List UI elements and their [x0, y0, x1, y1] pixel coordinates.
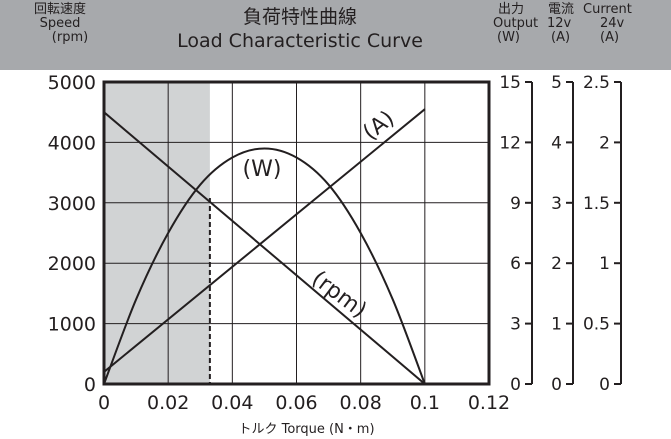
secondary-tick-label: 12 [499, 133, 521, 153]
v12-label: 12v [547, 16, 572, 31]
y-tick-label: 3000 [48, 193, 96, 215]
x-axis-label: トルク Torque (N・m) [238, 422, 374, 437]
output-unit-label: (W) [497, 30, 520, 45]
secondary-tick-label: 1 [599, 254, 610, 274]
v24-unit-label: (A) [600, 30, 620, 45]
y-tick-label: 4000 [48, 132, 96, 154]
secondary-tick-label: 0 [599, 375, 610, 395]
speed-unit-label: (rpm) [51, 30, 89, 45]
series-line-1 [103, 108, 426, 373]
chart-header-band: 回転速度 Speed (rpm) 負荷特性曲線 Load Characteris… [0, 0, 671, 70]
speed-en-label: Speed [39, 16, 81, 31]
secondary-tick-label: 5 [551, 73, 562, 93]
secondary-tick-label: 15 [499, 73, 521, 93]
x-tick-label: 0.02 [147, 392, 189, 414]
secondary-tick-label: 2 [551, 254, 562, 274]
x-tick-label: 0.12 [468, 392, 510, 414]
secondary-tick-label: 0.5 [583, 315, 610, 335]
secondary-tick-label: 1 [551, 315, 562, 335]
current-en-label: Current [583, 2, 632, 17]
title-jp: 負荷特性曲線 [242, 6, 357, 28]
series-label-output: (W) [243, 157, 282, 182]
plot-frame [102, 80, 491, 386]
x-tick-label: 0.04 [211, 392, 253, 414]
secondary-tick-label: 3 [510, 315, 521, 335]
series-line-2 [103, 147, 426, 385]
secondary-tick-label: 1.5 [583, 194, 610, 214]
secondary-tick-label: 0 [510, 375, 521, 395]
series-line-0 [103, 111, 426, 385]
secondary-tick-label: 2 [599, 133, 610, 153]
current-jp-label: 電流 [548, 2, 575, 17]
secondary-tick-label: 3 [551, 194, 562, 214]
v24-label: 24v [600, 16, 625, 31]
output-jp-label: 出力 [498, 2, 525, 17]
x-tick-label: 0.1 [410, 392, 440, 414]
x-tick-label: 0 [98, 392, 110, 414]
secondary-tick-label: 0 [551, 375, 562, 395]
speed-jp-label: 回転速度 [33, 2, 86, 17]
y-tick-label: 1000 [48, 314, 96, 336]
x-tick-label: 0.08 [340, 392, 382, 414]
title-en: Load Characteristic Curve [177, 30, 423, 52]
secondary-tick-label: 4 [551, 133, 562, 153]
output-en-label: Output [493, 16, 539, 31]
secondary-tick-label: 6 [510, 254, 521, 274]
y-tick-label: 5000 [48, 72, 96, 94]
y-tick-label: 0 [84, 374, 96, 396]
series-label-speed: (rpm) [307, 266, 371, 323]
v12-unit-label: (A) [551, 30, 571, 45]
series-label-current: (A) [359, 106, 400, 146]
secondary-tick-label: 9 [510, 194, 521, 214]
secondary-tick-label: 2.5 [583, 73, 610, 93]
x-tick-label: 0.06 [275, 392, 317, 414]
y-tick-label: 2000 [48, 253, 96, 275]
